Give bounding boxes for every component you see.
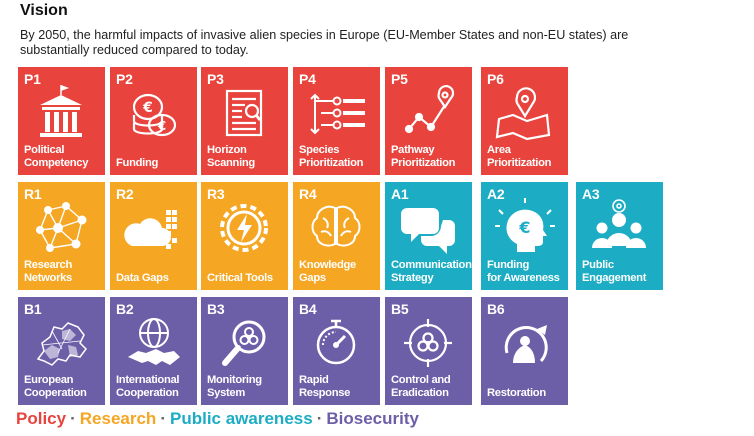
tile-label: Funding (116, 157, 159, 169)
coins-icon: € € (110, 67, 197, 175)
legend-separator: · (160, 409, 166, 428)
tile-code: R1 (24, 186, 42, 202)
tile-code: B2 (116, 301, 134, 317)
tile-label: Research Networks (24, 259, 72, 284)
tile-p5: P5 Pathway Prioritization (385, 67, 472, 175)
legend-biosecurity: Biosecurity (326, 409, 419, 428)
tile-label: Restoration (487, 387, 546, 399)
vision-title: Vision (20, 2, 68, 19)
cloud-data-icon (110, 182, 197, 290)
legend-separator: · (70, 409, 76, 428)
government-building-icon (18, 67, 105, 175)
tile-code: P3 (207, 71, 224, 87)
tile-code: B1 (24, 301, 42, 317)
svg-text:€: € (518, 218, 530, 237)
tile-p6: P6 Area Prioritization (481, 67, 568, 175)
tile-p3: P3 Horizon Scanning (201, 67, 288, 175)
tile-label: Data Gaps (116, 272, 169, 284)
tile-p1: P1 Political Competency (18, 67, 105, 175)
biohazard-magnifier-icon (201, 297, 288, 405)
tile-label: Monitoring System (207, 374, 262, 399)
tile-label: Funding for Awareness (487, 259, 560, 284)
tile-b2: B2 International Cooperation (110, 297, 197, 405)
svg-text:€: € (157, 119, 166, 133)
tile-b4: B4 Rapid Response (293, 297, 380, 405)
tile-code: R4 (299, 186, 317, 202)
tile-code: B3 (207, 301, 225, 317)
tile-label: Pathway Prioritization (391, 144, 456, 169)
tile-label: Rapid Response (299, 374, 351, 399)
tile-label: Knowledge Gaps (299, 259, 356, 284)
legend-separator: · (316, 409, 323, 428)
restoration-cycle-icon (481, 297, 568, 405)
network-icon (18, 182, 105, 290)
tile-a2: € A2 Funding for Awareness (481, 182, 568, 290)
gear-bolt-icon (201, 182, 288, 290)
tile-p2: € € P2 Funding (110, 67, 197, 175)
tile-code: R2 (116, 186, 134, 202)
tile-code: P1 (24, 71, 41, 87)
tile-label: Horizon Scanning (207, 144, 255, 169)
tile-label: Area Prioritization (487, 144, 552, 169)
route-pin-icon (385, 67, 472, 175)
document-search-icon (201, 67, 288, 175)
legend-public-awareness: Public awareness (170, 409, 313, 428)
tile-code: P4 (299, 71, 316, 87)
tile-a3: A3 Public Engagement (576, 182, 663, 290)
tile-label: Species Prioritization (299, 144, 364, 169)
tile-code: P2 (116, 71, 133, 87)
tile-r3: R3 Critical Tools (201, 182, 288, 290)
tile-r2: R2 Data Gaps (110, 182, 197, 290)
tile-code: A2 (487, 186, 505, 202)
tile-p4: P4 Species Prioritization (293, 67, 380, 175)
globe-handshake-icon (110, 297, 197, 405)
legend-research: Research (79, 409, 157, 428)
tile-label: Public Engagement (582, 259, 647, 284)
head-euro-icon: € (481, 182, 568, 290)
vision-statement: By 2050, the harmful impacts of invasive… (20, 28, 629, 57)
tile-a1: A1 Communication Strategy (385, 182, 472, 290)
tile-label: Communication Strategy (391, 259, 472, 284)
biohazard-target-icon (385, 297, 472, 405)
europe-map-icon (18, 297, 105, 405)
tile-b3: B3 Monitoring System (201, 297, 288, 405)
speech-bubbles-icon (385, 182, 472, 290)
tile-code: B4 (299, 301, 317, 317)
sorted-list-icon (293, 67, 380, 175)
tile-code: R3 (207, 186, 225, 202)
map-pin-icon (481, 67, 568, 175)
tile-label: International Cooperation (116, 374, 180, 399)
people-group-icon (576, 182, 663, 290)
tile-code: B6 (487, 301, 505, 317)
stopwatch-icon (293, 297, 380, 405)
tile-code: A3 (582, 186, 600, 202)
tile-code: B5 (391, 301, 409, 317)
svg-text:€: € (142, 100, 153, 116)
tile-label: Control and Eradication (391, 374, 451, 399)
tile-label: European Cooperation (24, 374, 87, 399)
legend-policy: Policy (16, 409, 67, 428)
tile-label: Critical Tools (207, 272, 273, 284)
tile-b6: B6 Restoration (481, 297, 568, 405)
tile-label: Political Competency (24, 144, 89, 169)
tile-r1: R1 Research Networks (18, 182, 105, 290)
category-legend: Policy · Research · Public awareness · Biosecu… (16, 409, 419, 429)
tile-b1: B1 European Cooperation (18, 297, 105, 405)
tile-r4: R4 Knowledge Gaps (293, 182, 380, 290)
tile-code: P5 (391, 71, 408, 87)
brain-icon (293, 182, 380, 290)
tile-code: A1 (391, 186, 409, 202)
tile-code: P6 (487, 71, 504, 87)
tile-b5: B5 Control and Eradication (385, 297, 472, 405)
